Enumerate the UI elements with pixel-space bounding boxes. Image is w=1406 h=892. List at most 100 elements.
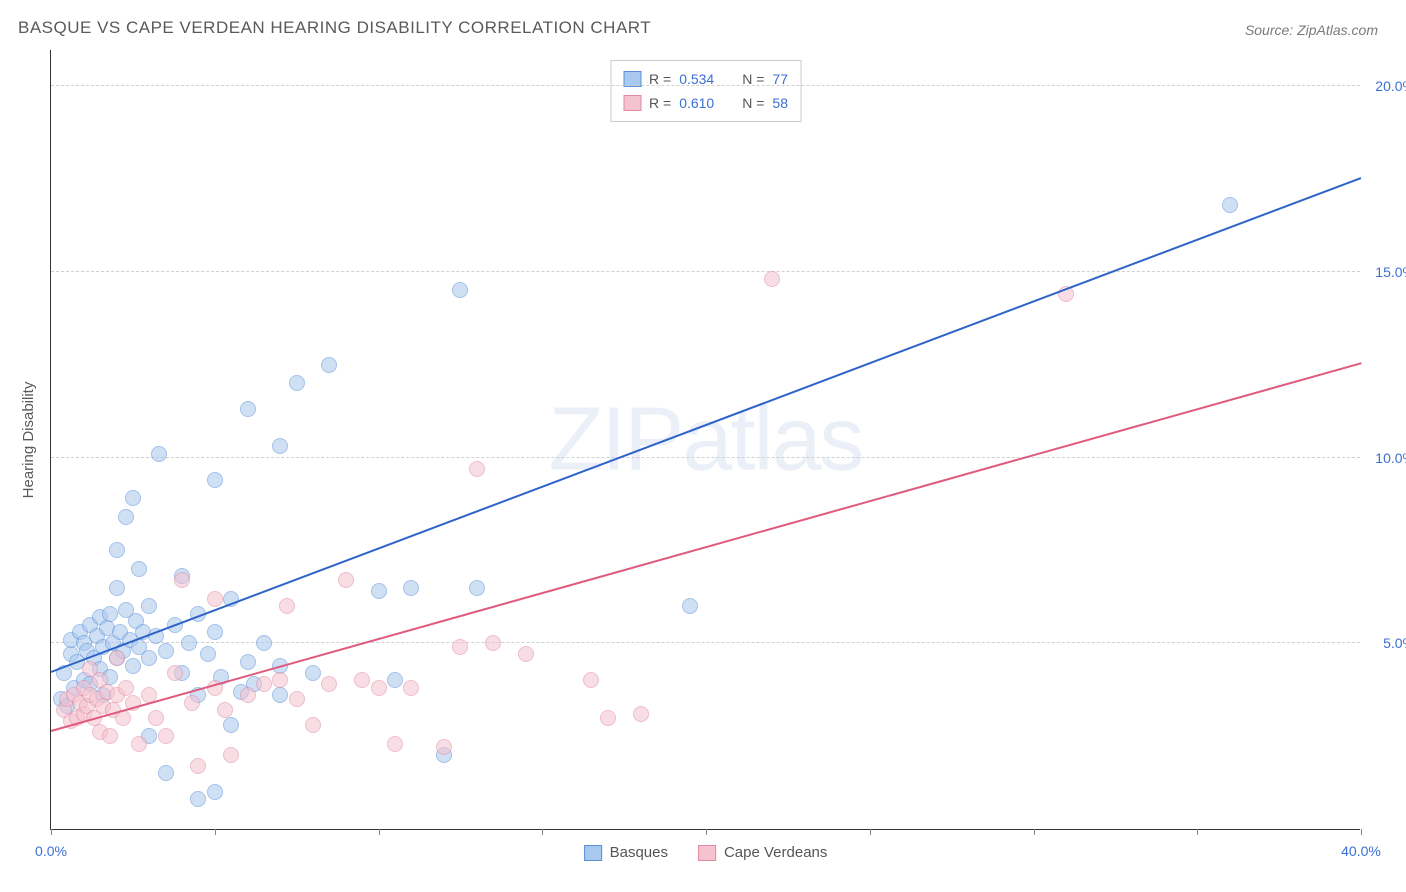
- scatter-point: [217, 702, 233, 718]
- scatter-point: [633, 706, 649, 722]
- scatter-point: [207, 784, 223, 800]
- r-label: R =: [649, 95, 671, 111]
- scatter-point: [387, 736, 403, 752]
- scatter-point: [131, 561, 147, 577]
- gridline-h: [51, 457, 1360, 458]
- scatter-point: [125, 490, 141, 506]
- watermark: ZIPatlas: [548, 388, 862, 491]
- scatter-point: [403, 580, 419, 596]
- chart-title: BASQUE VS CAPE VERDEAN HEARING DISABILIT…: [18, 18, 651, 38]
- scatter-point: [190, 791, 206, 807]
- legend-swatch: [698, 845, 716, 861]
- scatter-point: [223, 717, 239, 733]
- scatter-point: [109, 580, 125, 596]
- x-tick: [870, 829, 871, 835]
- source-label: Source: ZipAtlas.com: [1245, 22, 1378, 38]
- x-tick-label: 0.0%: [35, 843, 67, 859]
- scatter-point: [118, 509, 134, 525]
- chart-plot-area: ZIPatlas R =0.534N =77R =0.610N =58 Basq…: [50, 50, 1360, 830]
- scatter-point: [190, 758, 206, 774]
- y-axis-title: Hearing Disability: [20, 382, 37, 499]
- scatter-point: [289, 375, 305, 391]
- scatter-point: [102, 728, 118, 744]
- scatter-point: [240, 401, 256, 417]
- scatter-point: [141, 598, 157, 614]
- scatter-point: [600, 710, 616, 726]
- scatter-point: [469, 461, 485, 477]
- x-tick: [542, 829, 543, 835]
- scatter-point: [764, 271, 780, 287]
- x-tick: [706, 829, 707, 835]
- scatter-point: [125, 658, 141, 674]
- n-value: 58: [772, 95, 788, 111]
- scatter-point: [151, 446, 167, 462]
- scatter-point: [118, 680, 134, 696]
- scatter-point: [256, 676, 272, 692]
- scatter-point: [518, 646, 534, 662]
- x-tick: [1197, 829, 1198, 835]
- scatter-point: [167, 665, 183, 681]
- legend-item: Basques: [584, 844, 668, 861]
- x-tick: [215, 829, 216, 835]
- scatter-point: [436, 739, 452, 755]
- scatter-point: [240, 654, 256, 670]
- scatter-point: [109, 542, 125, 558]
- scatter-point: [272, 672, 288, 688]
- legend-swatch: [623, 95, 641, 111]
- scatter-point: [321, 676, 337, 692]
- y-tick-label: 15.0%: [1375, 264, 1406, 280]
- scatter-point: [141, 650, 157, 666]
- scatter-point: [485, 635, 501, 651]
- x-tick: [1034, 829, 1035, 835]
- scatter-point: [102, 606, 118, 622]
- scatter-point: [240, 687, 256, 703]
- trend-line: [51, 177, 1362, 673]
- gridline-h: [51, 271, 1360, 272]
- scatter-point: [452, 282, 468, 298]
- y-tick-label: 5.0%: [1383, 635, 1406, 651]
- scatter-point: [223, 747, 239, 763]
- scatter-point: [289, 691, 305, 707]
- trend-line: [51, 363, 1362, 733]
- scatter-point: [305, 717, 321, 733]
- x-tick: [379, 829, 380, 835]
- scatter-point: [682, 598, 698, 614]
- scatter-point: [272, 438, 288, 454]
- legend-row: R =0.610N =58: [623, 91, 788, 115]
- scatter-point: [387, 672, 403, 688]
- scatter-point: [256, 635, 272, 651]
- gridline-h: [51, 642, 1360, 643]
- scatter-point: [174, 572, 190, 588]
- legend-row: R =0.534N =77: [623, 67, 788, 91]
- scatter-point: [403, 680, 419, 696]
- y-tick-label: 10.0%: [1375, 450, 1406, 466]
- scatter-point: [371, 583, 387, 599]
- correlation-legend: R =0.534N =77R =0.610N =58: [610, 60, 801, 122]
- legend-swatch: [584, 845, 602, 861]
- legend-label: Basques: [610, 844, 668, 861]
- x-tick: [51, 829, 52, 835]
- y-tick-label: 20.0%: [1375, 78, 1406, 94]
- scatter-point: [131, 736, 147, 752]
- scatter-point: [158, 728, 174, 744]
- scatter-point: [279, 598, 295, 614]
- series-legend: Basques Cape Verdeans: [584, 844, 828, 861]
- scatter-point: [207, 472, 223, 488]
- scatter-point: [207, 591, 223, 607]
- scatter-point: [200, 646, 216, 662]
- scatter-point: [158, 643, 174, 659]
- legend-item: Cape Verdeans: [698, 844, 827, 861]
- x-tick-label: 40.0%: [1341, 843, 1381, 859]
- gridline-h: [51, 85, 1360, 86]
- legend-label: Cape Verdeans: [724, 844, 827, 861]
- scatter-point: [109, 650, 125, 666]
- scatter-point: [181, 635, 197, 651]
- scatter-point: [207, 624, 223, 640]
- scatter-point: [321, 357, 337, 373]
- scatter-point: [305, 665, 321, 681]
- scatter-point: [1222, 197, 1238, 213]
- scatter-point: [338, 572, 354, 588]
- r-value: 0.610: [679, 95, 714, 111]
- scatter-point: [583, 672, 599, 688]
- scatter-point: [272, 687, 288, 703]
